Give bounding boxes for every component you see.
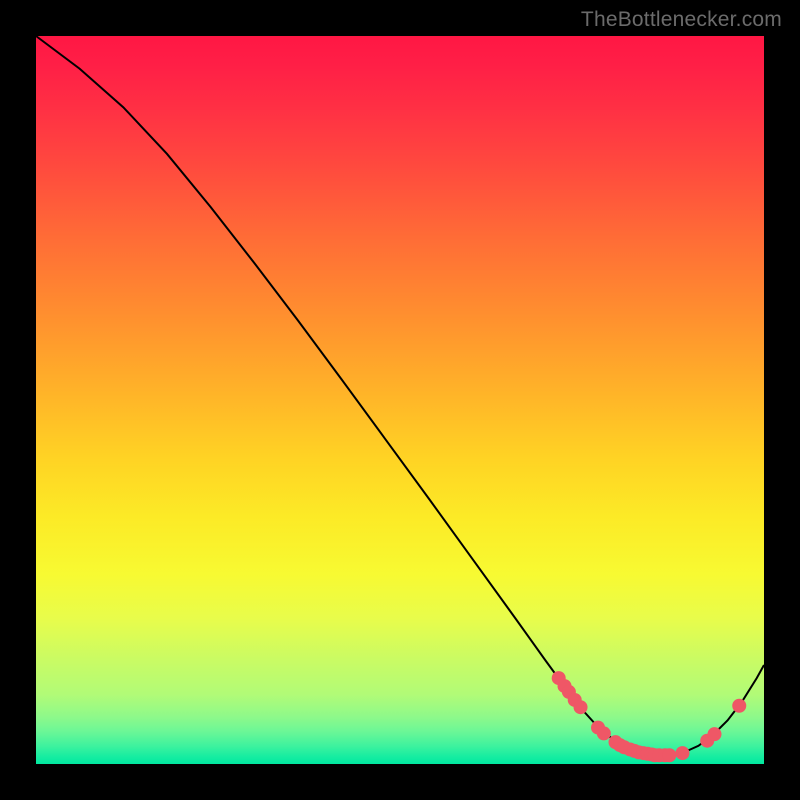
scatter-point: [708, 727, 722, 741]
scatter-point: [675, 746, 689, 760]
plot-background: [36, 36, 764, 764]
scatter-point: [574, 700, 588, 714]
bottleneck-chart: [0, 0, 800, 800]
scatter-point: [732, 699, 746, 713]
scatter-point: [662, 748, 676, 762]
scatter-point: [597, 726, 611, 740]
